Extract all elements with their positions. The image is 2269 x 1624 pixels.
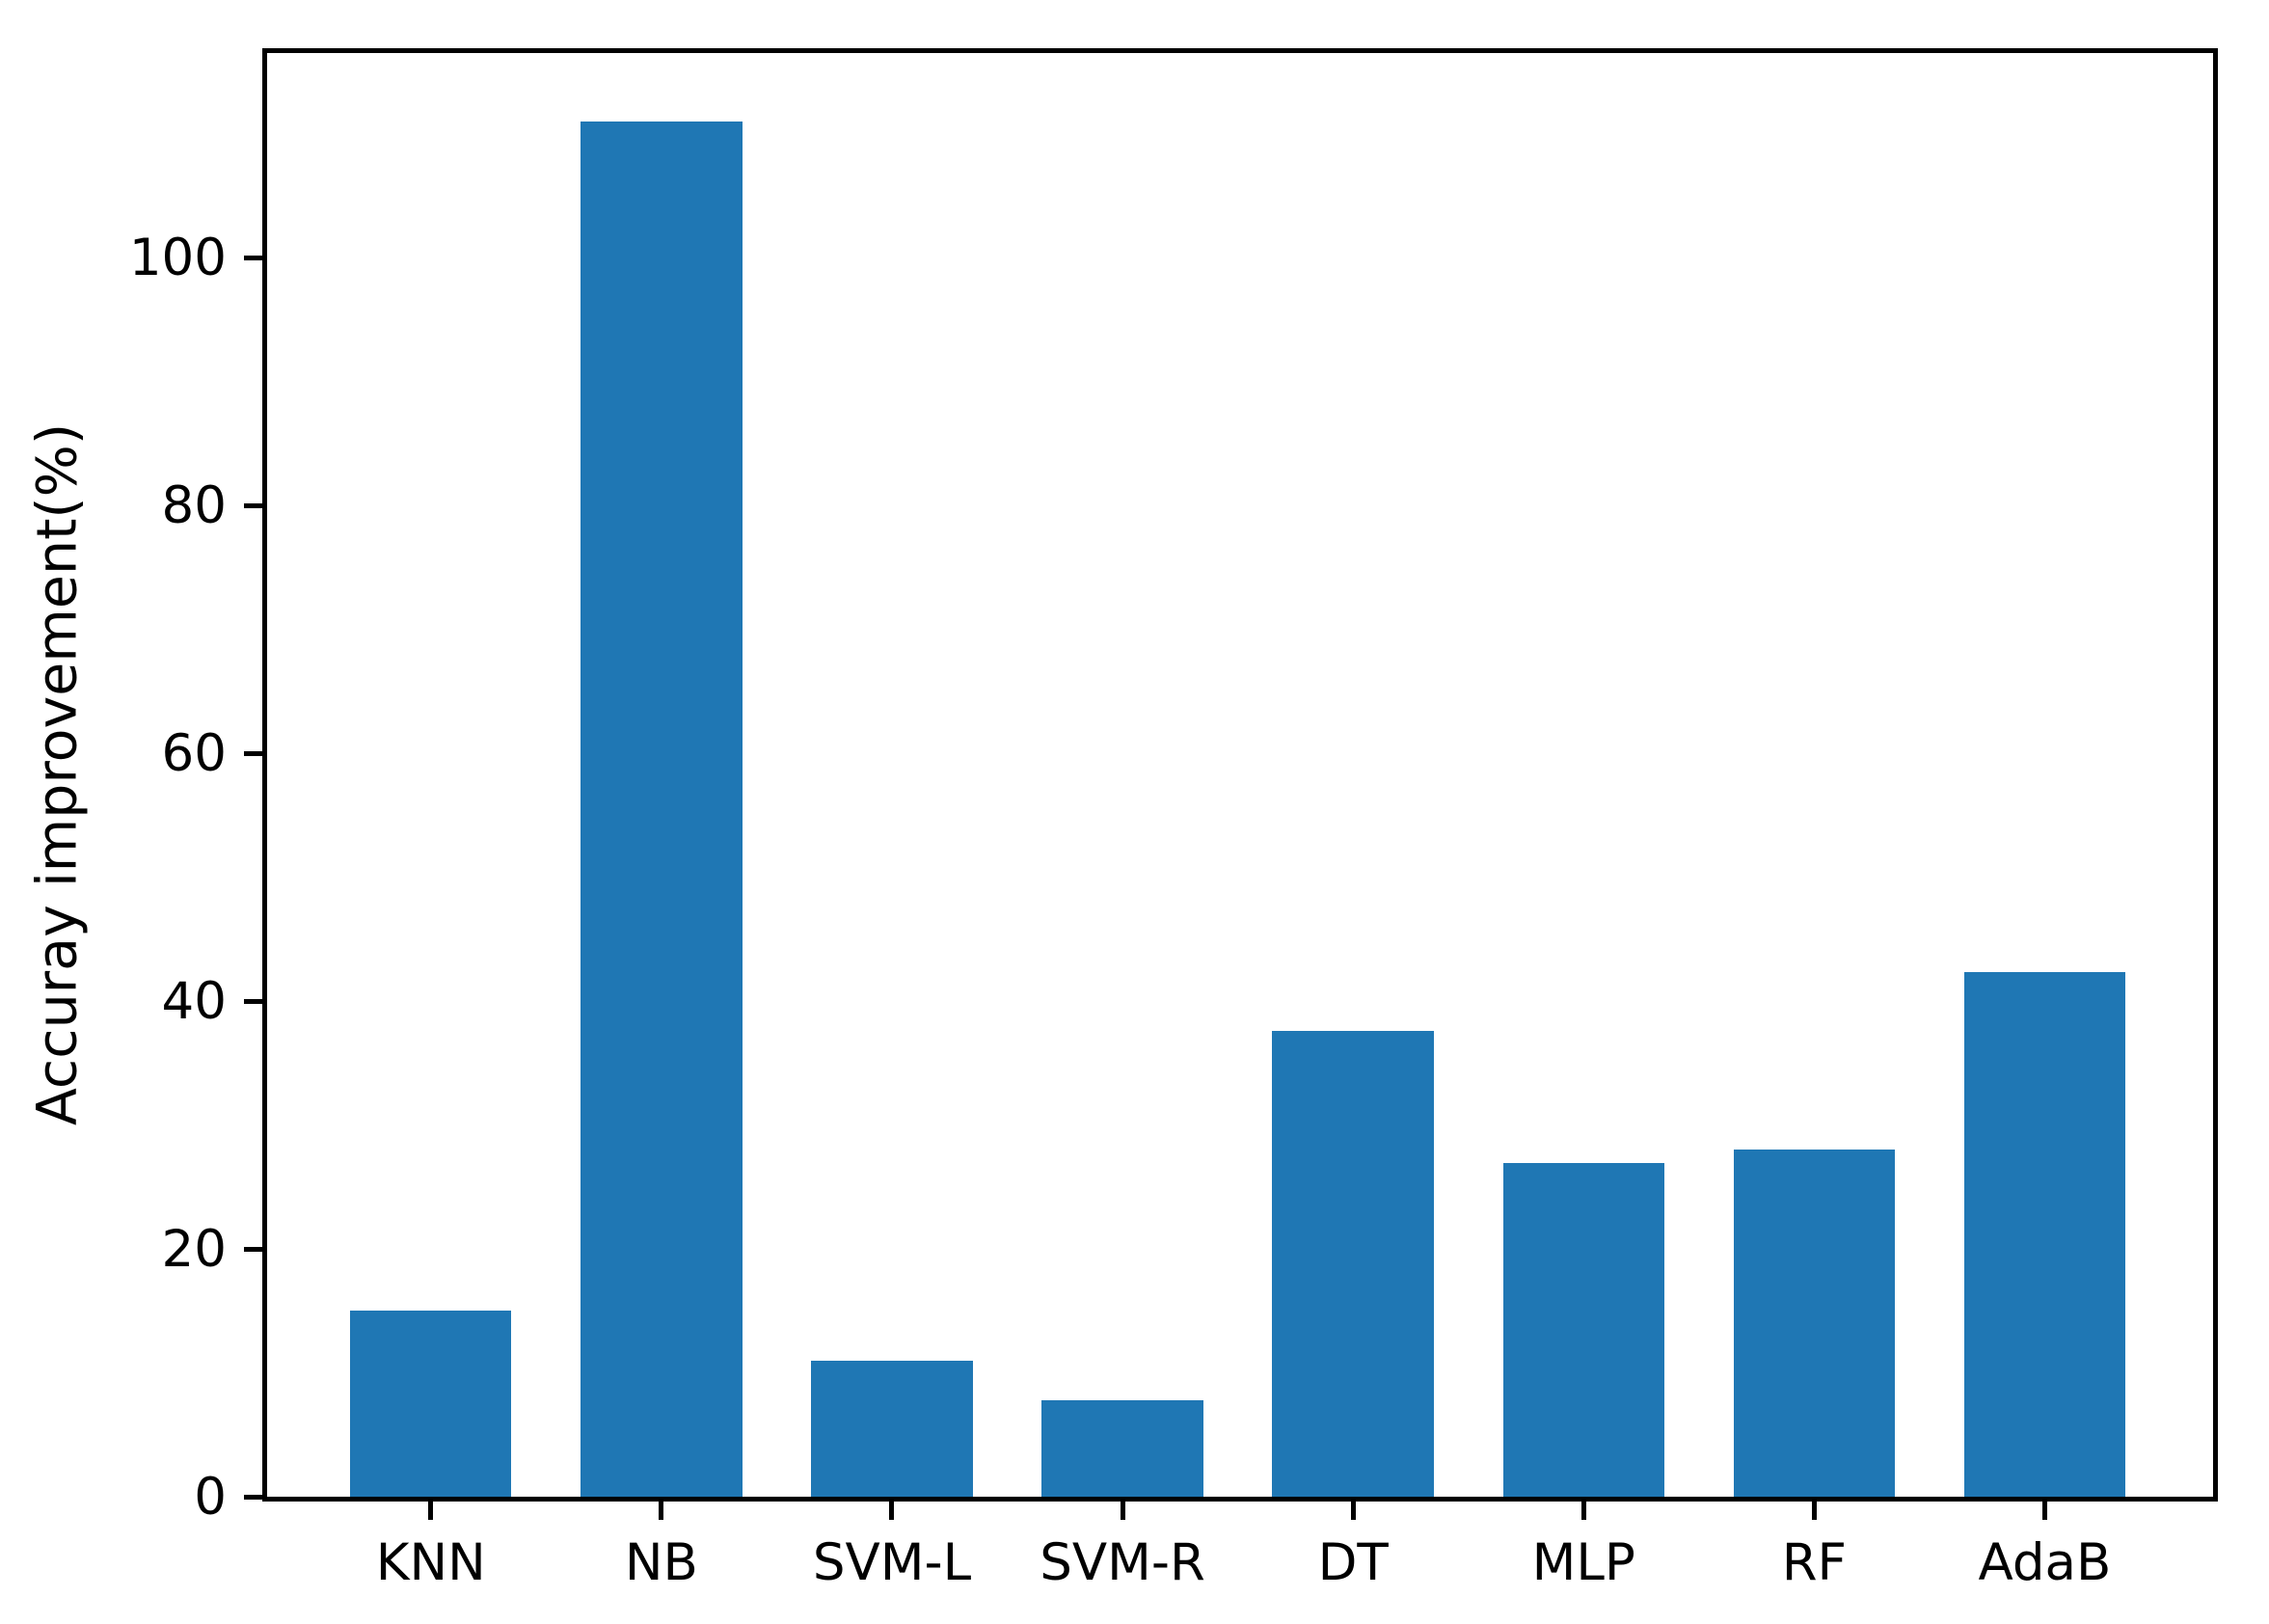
x-tick-label-rf: RF: [1781, 1533, 1847, 1592]
plot-area: [262, 48, 2218, 1502]
y-tick-label-100: 100: [128, 229, 227, 288]
x-tick-nb: [659, 1502, 664, 1520]
y-tick-label-0: 0: [194, 1468, 227, 1527]
x-tick-rf: [1811, 1502, 1817, 1520]
y-tick-label-20: 20: [161, 1220, 227, 1279]
x-tick-mlp: [1580, 1502, 1586, 1520]
x-tick-label-svm-l: SVM-L: [812, 1533, 972, 1592]
x-tick-label-nb: NB: [624, 1533, 698, 1592]
x-tick-knn: [428, 1502, 434, 1520]
bar-rf: [1733, 1150, 1896, 1497]
bar-nb: [581, 121, 743, 1497]
y-tick-80: [244, 502, 262, 508]
y-tick-0: [244, 1494, 262, 1500]
x-tick-label-svm-r: SVM-R: [1040, 1533, 1205, 1592]
x-tick-svm-r: [1120, 1502, 1125, 1520]
y-tick-60: [244, 750, 262, 756]
x-tick-svm-l: [889, 1502, 895, 1520]
x-tick-label-dt: DT: [1317, 1533, 1389, 1592]
y-tick-label-40: 40: [161, 972, 227, 1031]
bar-adab: [1963, 972, 2126, 1497]
bar-svm-l: [811, 1360, 973, 1497]
y-tick-100: [244, 255, 262, 260]
x-tick-label-knn: KNN: [375, 1533, 486, 1592]
bar-knn: [350, 1311, 512, 1497]
bar-svm-r: [1041, 1399, 1203, 1497]
y-tick-label-80: 80: [161, 476, 227, 536]
y-tick-20: [244, 1246, 262, 1252]
x-tick-adab: [2041, 1502, 2047, 1520]
x-tick-label-mlp: MLP: [1531, 1533, 1635, 1592]
bar-dt: [1272, 1030, 1434, 1497]
x-tick-dt: [1350, 1502, 1356, 1520]
x-tick-label-adab: AdaB: [1978, 1533, 2112, 1592]
y-tick-40: [244, 998, 262, 1004]
y-tick-label-60: 60: [161, 724, 227, 783]
bar-mlp: [1502, 1163, 1664, 1497]
